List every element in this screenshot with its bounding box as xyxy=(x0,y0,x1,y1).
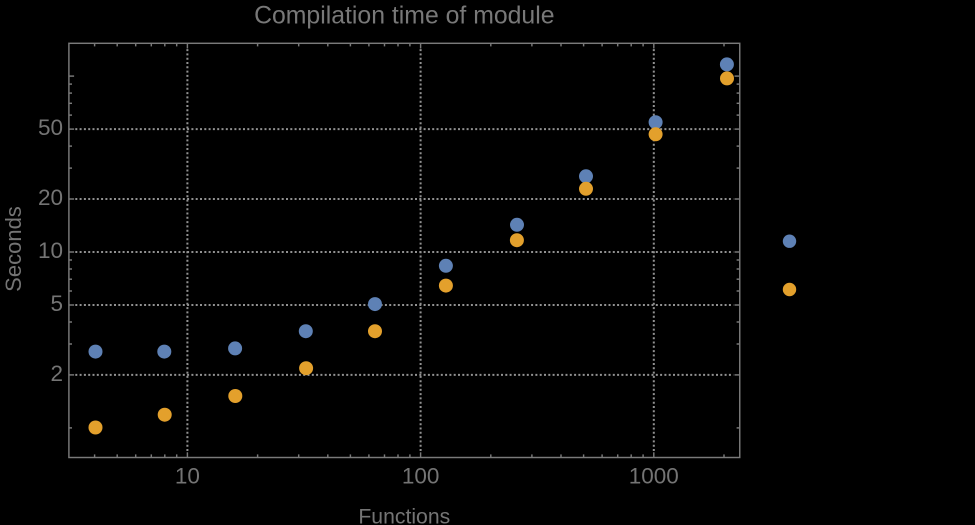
svg-text:100: 100 xyxy=(402,464,440,489)
svg-text:10: 10 xyxy=(38,238,63,263)
svg-text:Functions: Functions xyxy=(358,506,450,525)
svg-text:1000: 1000 xyxy=(629,464,679,489)
svg-text:10: 10 xyxy=(175,464,200,489)
svg-text:50: 50 xyxy=(38,115,63,140)
svg-text:Seconds: Seconds xyxy=(1,206,26,292)
svg-text:5: 5 xyxy=(50,291,63,316)
svg-text:Compilation time of module: Compilation time of module xyxy=(254,3,554,30)
svg-text:2: 2 xyxy=(50,361,63,386)
svg-text:20: 20 xyxy=(38,185,63,210)
